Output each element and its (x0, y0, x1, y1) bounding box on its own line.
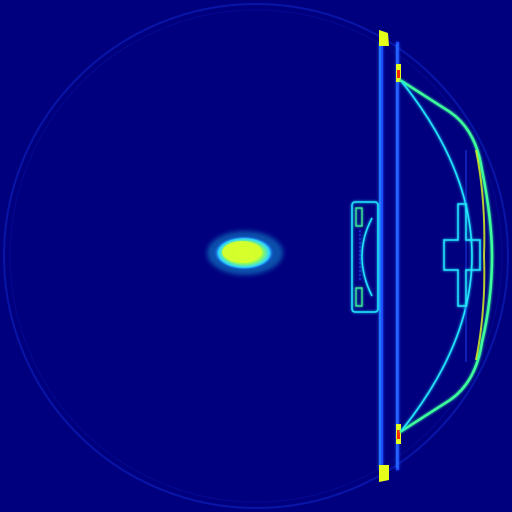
bracket-assembly (351, 201, 379, 313)
outer-dome-curve (399, 78, 494, 434)
cross-component (443, 203, 481, 307)
bright-blob (207, 231, 283, 275)
bottom-tab (379, 465, 389, 482)
inner-arc (401, 81, 473, 431)
outer-field-ring-inner (9, 9, 503, 503)
bottom-joint-marker (396, 424, 401, 444)
vertical-plate (379, 42, 399, 470)
outer-dome-highlight (475, 149, 486, 361)
top-joint-marker (396, 64, 401, 82)
outer-field-ring (3, 3, 509, 509)
top-tab (379, 30, 389, 46)
